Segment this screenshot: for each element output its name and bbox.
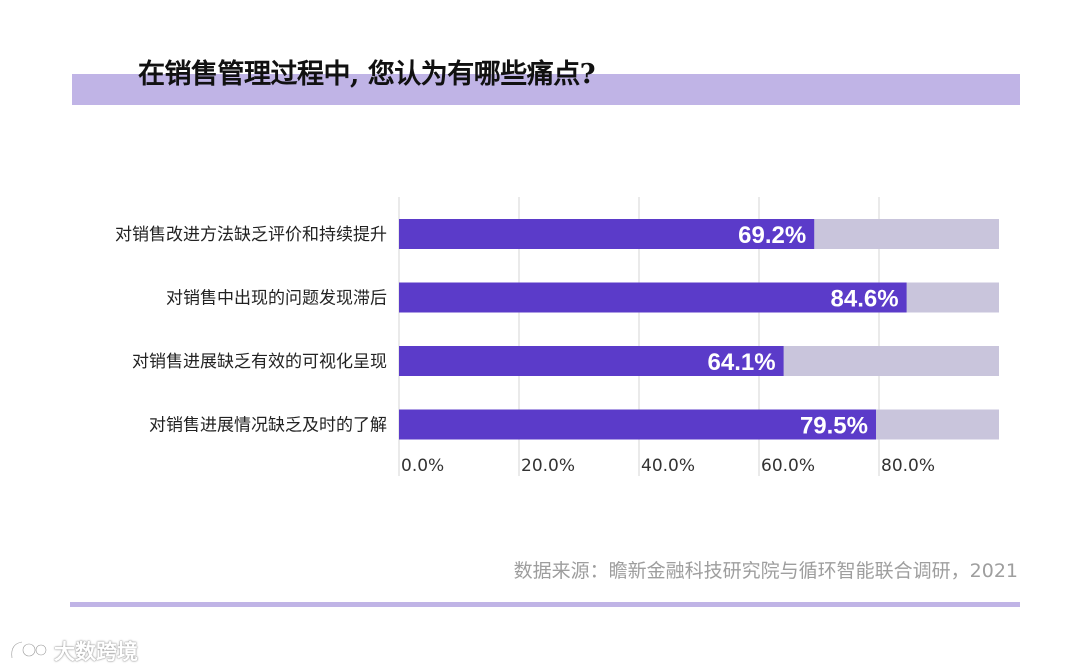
data-label: 69.2% xyxy=(738,222,806,249)
watermark-text: 大数跨境 xyxy=(54,640,138,664)
category-label: 对销售进展情况缺乏及时的了解 xyxy=(149,416,387,436)
bar xyxy=(399,346,784,376)
category-label: 对销售改进方法缺乏评价和持续提升 xyxy=(115,225,387,245)
x-tick-labels: 0.0% 20.0% 40.0% 60.0% 80.0% xyxy=(401,456,935,476)
bar xyxy=(399,282,907,313)
x-tick-label: 40.0% xyxy=(641,456,695,476)
data-label: 64.1% xyxy=(708,349,776,376)
bars xyxy=(399,219,907,440)
x-tick-label: 0.0% xyxy=(401,456,444,476)
category-label: 对销售中出现的问题发现滞后 xyxy=(166,289,387,309)
x-tick-label: 80.0% xyxy=(881,456,935,476)
category-label: 对销售进展缺乏有效的可视化呈现 xyxy=(132,352,387,372)
bar-chart: 69.2%84.6%64.1%79.5% 对销售改进方法缺乏评价和持续提升对销售… xyxy=(115,197,999,476)
data-label: 84.6% xyxy=(831,286,899,313)
x-tick-label: 60.0% xyxy=(761,456,815,476)
watermark-logo-icon xyxy=(10,640,48,659)
bar xyxy=(399,219,815,249)
bar xyxy=(399,409,876,440)
data-labels: 69.2% 84.6% 64.1% 79.5% xyxy=(708,222,899,440)
title-band xyxy=(72,74,1020,105)
data-label: 79.5% xyxy=(800,413,868,440)
bottom-divider xyxy=(70,602,1020,607)
x-tick-label: 20.0% xyxy=(521,456,575,476)
watermark: 大数跨境 xyxy=(8,636,138,666)
page-title: 在销售管理过程中, 您认为有哪些痛点? xyxy=(138,59,596,90)
bar-tracks xyxy=(399,219,999,440)
category-labels: 对销售改进方法缺乏评价和持续提升对销售中出现的问题发现滞后对销售进展缺乏有效的可… xyxy=(115,225,387,436)
data-source: 数据来源：瞻新金融科技研究院与循环智能联合调研，2021 xyxy=(513,560,1018,582)
